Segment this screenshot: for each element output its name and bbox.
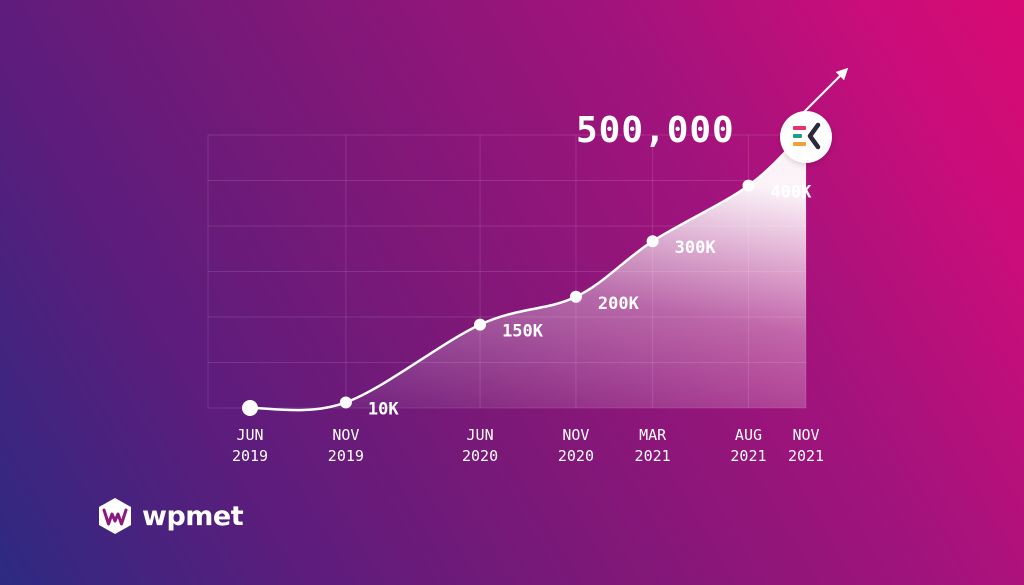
- x-axis-tick-labels: JUN 2019 NOV 2019 JUN 2020 NOV 2020 MAR 2021 AUG 20…: [232, 426, 824, 465]
- data-point: [242, 400, 258, 416]
- data-point: [646, 235, 659, 248]
- x-tick-label: AUG 2021: [730, 426, 766, 465]
- data-label: 300K: [675, 238, 717, 258]
- data-point: [569, 290, 582, 303]
- brand-logo: wpmet: [96, 496, 244, 536]
- data-label: 400K: [770, 183, 812, 203]
- data-point: [742, 179, 755, 192]
- x-tick-label: NOV 2021: [788, 426, 824, 465]
- elementskit-logo-icon: [780, 111, 832, 163]
- data-points: [242, 179, 755, 416]
- data-label: 200K: [598, 294, 640, 314]
- total-count: 500,000: [576, 110, 735, 151]
- x-tick-label: JUN 2019: [232, 426, 268, 465]
- data-point: [474, 318, 487, 331]
- x-tick-label: NOV 2020: [558, 426, 594, 465]
- x-tick-label: NOV 2019: [328, 426, 364, 465]
- data-point: [339, 396, 352, 409]
- x-tick-label: JUN 2020: [462, 426, 498, 465]
- data-label: 10K: [368, 399, 399, 419]
- brand-name: wpmet: [142, 500, 244, 532]
- data-label: 150K: [502, 322, 544, 342]
- area-fill: [250, 130, 806, 411]
- x-tick-label: MAR 2021: [635, 426, 671, 465]
- wpmet-logo-icon: [99, 498, 131, 534]
- data-labels: 10K 150K 200K 300K 400K: [368, 183, 812, 420]
